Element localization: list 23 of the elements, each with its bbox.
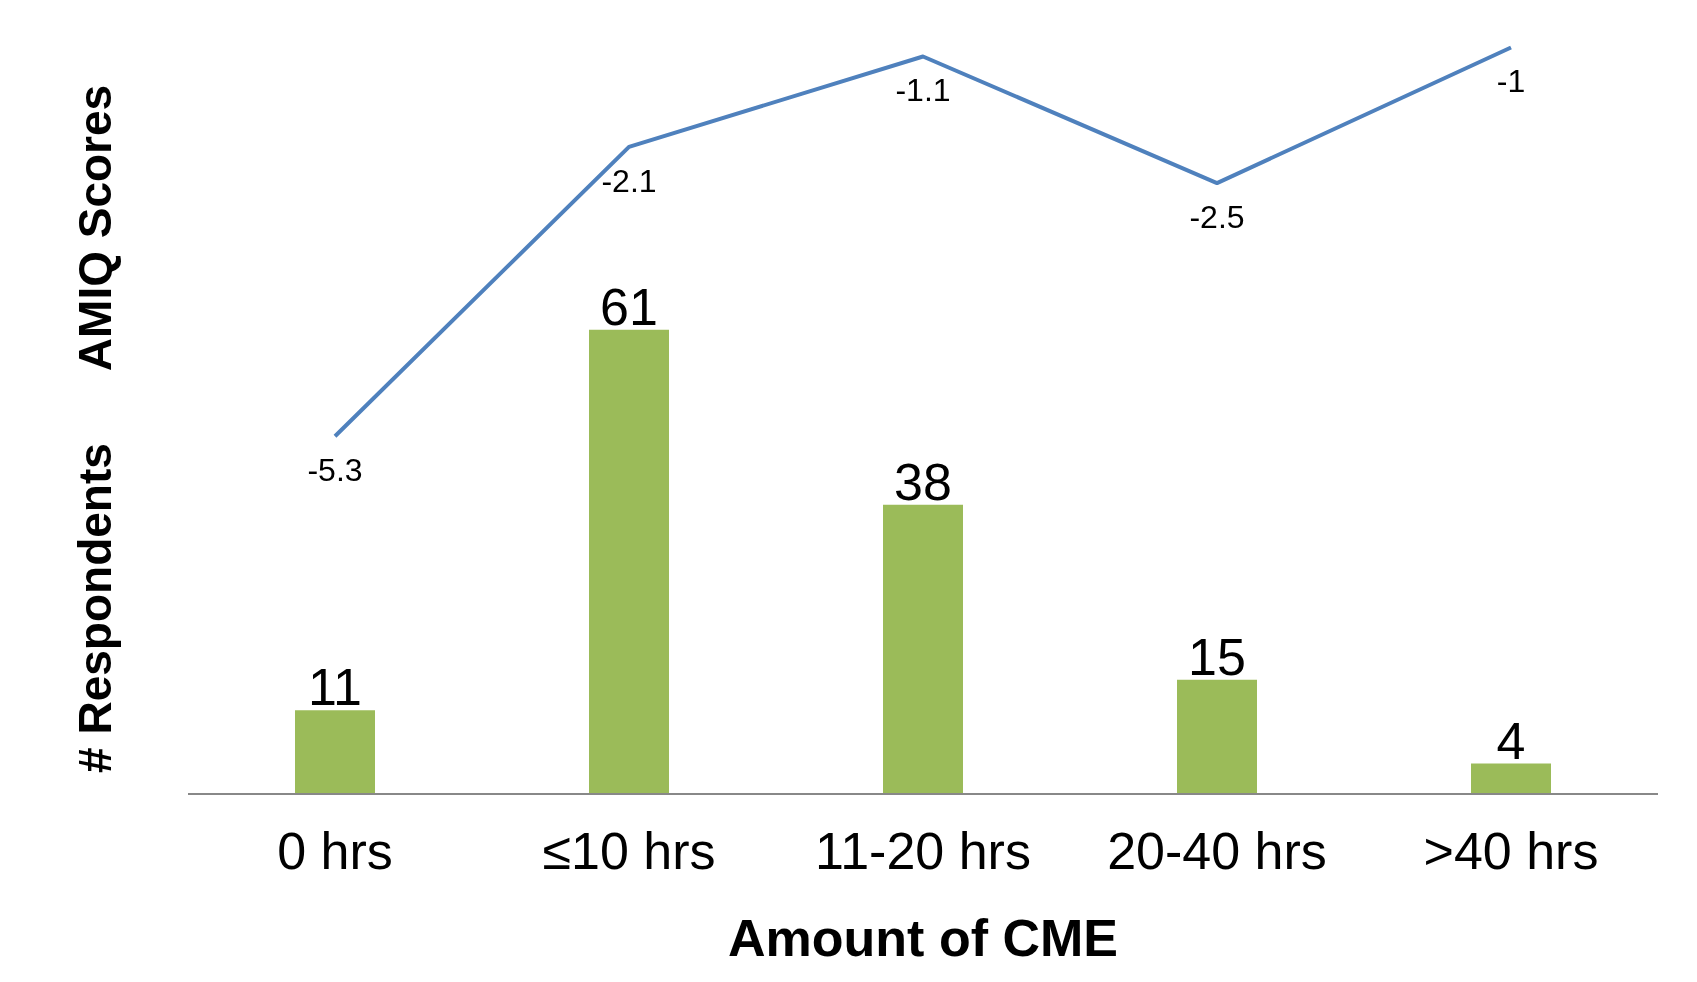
x-tick-label: 11-20 hrs: [815, 821, 1031, 880]
data-label: 4: [1496, 711, 1526, 770]
x-axis-title: Amount of CME: [727, 908, 1119, 968]
y2-axis-title: AMIQ Scores: [68, 83, 122, 374]
x-tick-label: >40 hrs: [1423, 821, 1599, 880]
data-label: -2.1: [601, 162, 657, 199]
data-label: 11: [308, 658, 362, 717]
data-label: 15: [1188, 627, 1246, 686]
bar: [295, 710, 375, 794]
data-label: -1.1: [895, 72, 951, 109]
data-label: 38: [894, 452, 952, 511]
bar: [1177, 679, 1257, 794]
data-label: -2.5: [1189, 198, 1245, 235]
data-label: -1: [1496, 63, 1526, 100]
bar: [883, 504, 963, 794]
bar: [589, 329, 669, 794]
x-tick-label: 0 hrs: [277, 821, 393, 880]
data-label: 61: [600, 277, 658, 336]
y-axis-title: # Respondents: [68, 442, 122, 775]
x-tick-label: ≤10 hrs: [542, 821, 716, 880]
bar: [1471, 763, 1551, 794]
data-label: -5.3: [307, 451, 363, 488]
x-tick-label: 20-40 hrs: [1107, 821, 1327, 880]
